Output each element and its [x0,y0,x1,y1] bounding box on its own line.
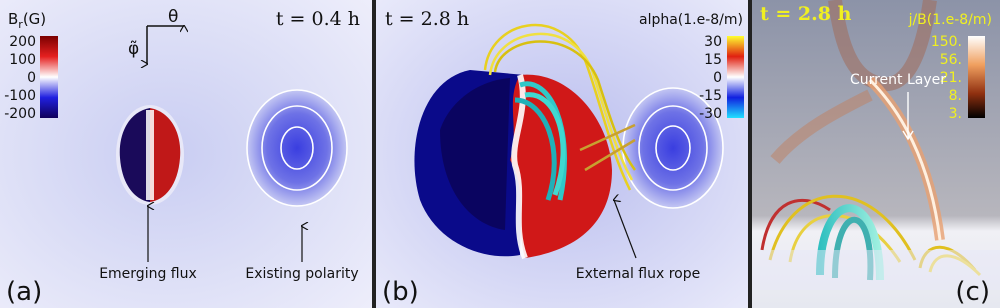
colorbar-tick-label: 56. [940,52,962,68]
colorbar-tick-label: 21. [940,70,962,86]
divider [372,0,376,308]
colorbar-tick-label: 0 [27,70,36,86]
existing-polarity [246,89,348,207]
field-lines [483,23,637,201]
colorbar-tick-label: 15 [704,52,722,68]
colorbar-tick-label: -15 [699,88,722,104]
axis-label: φ̃ [128,39,139,59]
panel-b: alpha(1.e-8/m) 30 15 0 -15 -30 t = 2.8 h Ext… [376,0,748,308]
colorbar-title: alpha(1.e-8/m) [639,12,743,28]
panel-label: (c) [955,277,990,307]
panel-label: (a) [6,277,42,307]
annotation: Current Layer [850,72,946,88]
colorbar-tick-label: 30 [704,34,722,50]
colorbar-tick-label: -30 [699,106,722,122]
time-label: t = 2.8 h [760,3,852,25]
emerging-flux [116,105,184,205]
colorbar-title: Br(G) [8,10,46,31]
time-label: t = 2.8 h [385,8,469,30]
colorbar-tick-label: 200 [9,34,36,50]
colorbar [968,36,985,118]
divider [748,0,752,308]
arrow [614,200,637,259]
colorbar-tick-label: 150. [931,34,962,50]
colorbar-tick-label: -200 [4,106,36,122]
colorbar-tick-label: 3. [949,106,962,122]
colorbar [40,36,58,118]
time-label: t = 0.4 h [276,8,360,30]
annotation: External flux rope [576,266,700,282]
current-layer [770,0,945,241]
colorbar-tick-label: 8. [949,88,962,104]
colorbar-title: j/B(1.e-8/m) [908,12,992,28]
colorbar-tick-label: 100 [9,52,36,68]
photosphere [752,250,1000,290]
axes-indicator: θ φ̃ [128,7,184,64]
annotation: Emerging flux [99,266,197,282]
arrowhead [902,130,914,141]
colorbar-tick-label: -100 [4,88,36,104]
panel-a: Br(G) 200 100 0 -100 -200 θ φ̃ t = 0.4 h Eme… [0,0,372,308]
colorbar-tick-label: 0 [713,70,722,86]
panel-c: j/B(1.e-8/m) 150. 56. 21. 8. 3. t = 2.8 h Cu… [752,0,1000,308]
annotation: Existing polarity [245,266,358,282]
panel-label: (b) [382,277,419,307]
colorbar [727,36,744,118]
axis-label: θ [168,7,178,27]
